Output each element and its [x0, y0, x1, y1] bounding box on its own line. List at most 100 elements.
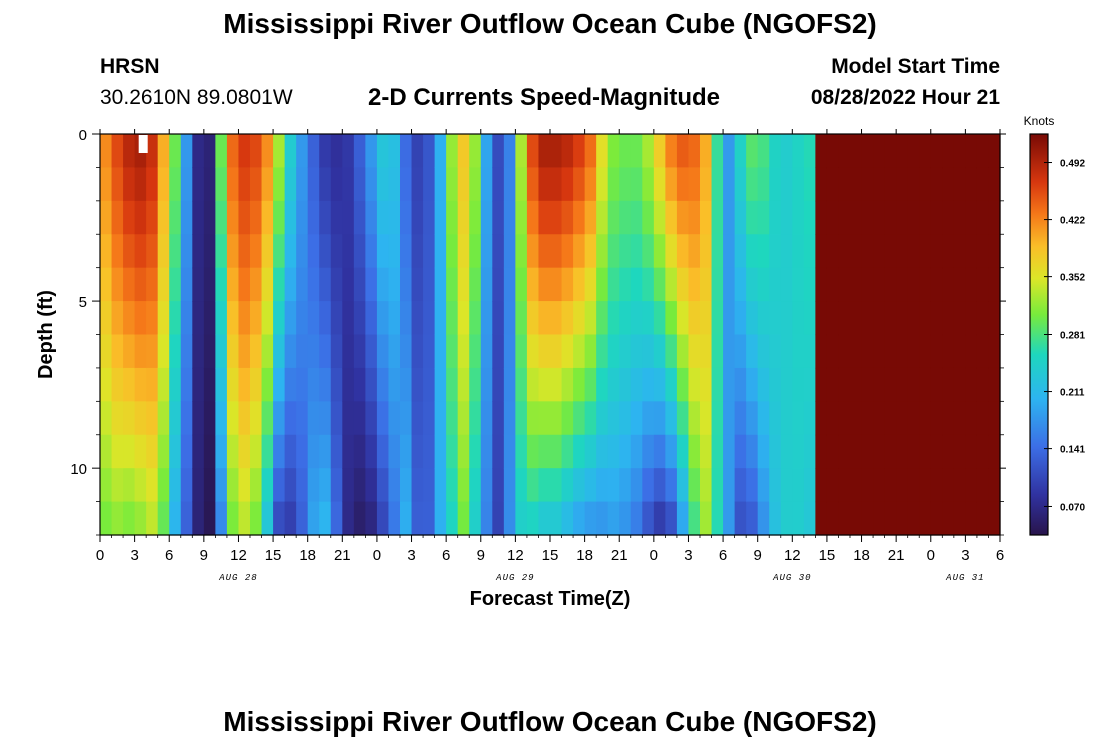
x-tick-label: 9 — [477, 547, 485, 564]
heatmap-cell — [169, 167, 182, 202]
heatmap-cell — [653, 334, 666, 369]
heatmap-cell — [642, 367, 655, 402]
heatmap-cell — [180, 434, 193, 469]
heatmap-cell — [734, 234, 747, 269]
heatmap-cell — [503, 134, 516, 169]
heatmap-cell — [284, 134, 297, 169]
heatmap-cell — [434, 401, 447, 436]
heatmap-cell — [100, 167, 113, 202]
heatmap-cell — [930, 468, 943, 503]
heatmap-cell — [838, 334, 851, 369]
heatmap-cell — [873, 200, 886, 235]
heatmap-cell — [607, 134, 620, 169]
heatmap-cell — [596, 167, 609, 202]
heatmap-cell — [676, 167, 690, 202]
station-coordinates: 30.2610N 89.0801W — [100, 86, 293, 109]
heatmap-cell — [861, 234, 874, 269]
heatmap-cell — [100, 267, 113, 302]
x-tick-label: 21 — [888, 547, 905, 564]
heatmap-cell — [515, 267, 528, 302]
heatmap-cell — [688, 434, 701, 469]
heatmap-cell — [515, 501, 528, 536]
heatmap-cell — [965, 234, 978, 269]
heatmap-cell — [861, 501, 874, 536]
footer-title: Mississippi River Outflow Ocean Cube (NG… — [223, 706, 877, 737]
heatmap-cell — [815, 234, 828, 269]
heatmap-cell — [319, 401, 332, 436]
heatmap-cell — [907, 167, 920, 202]
heatmap-cell — [896, 267, 909, 302]
heatmap-cell — [284, 334, 297, 369]
heatmap-cell — [976, 200, 990, 235]
heatmap-cell — [538, 401, 551, 436]
heatmap-cell — [850, 367, 863, 402]
heatmap-cell — [538, 134, 551, 169]
heatmap-cell — [134, 401, 147, 436]
heatmap-cell — [919, 167, 932, 202]
heatmap-cell — [953, 468, 966, 503]
heatmap-cell — [988, 134, 1001, 169]
heatmap-cell — [457, 468, 470, 503]
heatmap-cell — [907, 134, 920, 169]
y-tick-label: 10 — [70, 461, 87, 478]
heatmap-cell — [584, 134, 597, 169]
heatmap-cell — [169, 468, 182, 503]
heatmap-cell — [400, 501, 413, 536]
heatmap-cell — [953, 301, 966, 336]
heatmap-cell — [215, 501, 228, 536]
heatmap-cell — [169, 301, 182, 336]
heatmap-cell — [907, 234, 920, 269]
heatmap-cell — [515, 200, 528, 235]
heatmap-cell — [573, 501, 586, 536]
heatmap-cell — [561, 434, 574, 469]
heatmap-cell — [734, 468, 747, 503]
heatmap-cell — [630, 234, 643, 269]
colorbar-tick-label: 0.211 — [1060, 388, 1085, 399]
heatmap-cell — [665, 334, 678, 369]
colorbar-tick-label: 0.070 — [1060, 502, 1085, 513]
heatmap-cell — [411, 167, 424, 202]
heatmap-cell — [596, 301, 609, 336]
heatmap-cell — [203, 468, 216, 503]
heatmap-cell — [423, 367, 436, 402]
heatmap-cell — [238, 401, 251, 436]
heatmap-cell — [469, 167, 482, 202]
heatmap-cell — [596, 434, 609, 469]
heatmap-cell — [261, 134, 274, 169]
heatmap-cell — [607, 434, 620, 469]
heatmap-cell — [700, 301, 713, 336]
heatmap-cell — [734, 134, 747, 169]
heatmap-cell — [838, 401, 851, 436]
heatmap-cell — [584, 301, 597, 336]
heatmap-cell — [123, 200, 136, 235]
heatmap-cell — [988, 301, 1001, 336]
axes: 0 3 6 9 12 15 18 21 0 3 6 9 12 15 18 21 0 3 6 9 12 15 18 21 0 3 6 A… — [35, 127, 1006, 610]
heatmap-cell — [480, 334, 493, 369]
heatmap-cell — [746, 301, 759, 336]
heatmap-cell — [111, 301, 124, 336]
heatmap-cell — [619, 468, 632, 503]
heatmap-cell — [861, 367, 874, 402]
heatmap-cell — [538, 334, 551, 369]
heatmap-cell — [596, 134, 609, 169]
heatmap-cell — [884, 200, 897, 235]
heatmap-cell — [250, 301, 263, 336]
heatmap-cell — [330, 200, 343, 235]
heatmap-cell — [480, 234, 493, 269]
heatmap-cell — [296, 367, 309, 402]
heatmap-cell — [480, 501, 493, 536]
heatmap-cell — [261, 434, 274, 469]
heatmap-cell — [480, 200, 493, 235]
heatmap-cell — [353, 434, 366, 469]
heatmap-cell — [226, 200, 240, 235]
heatmap-cell — [896, 134, 909, 169]
heatmap-cell — [307, 200, 320, 235]
heatmap-cell — [965, 434, 978, 469]
heatmap-cell — [411, 267, 424, 302]
heatmap-cell — [169, 367, 182, 402]
heatmap-cell — [711, 134, 724, 169]
heatmap-cell — [203, 167, 216, 202]
heatmap-cell — [607, 501, 620, 536]
heatmap-cell — [676, 401, 690, 436]
heatmap-cell — [284, 200, 297, 235]
